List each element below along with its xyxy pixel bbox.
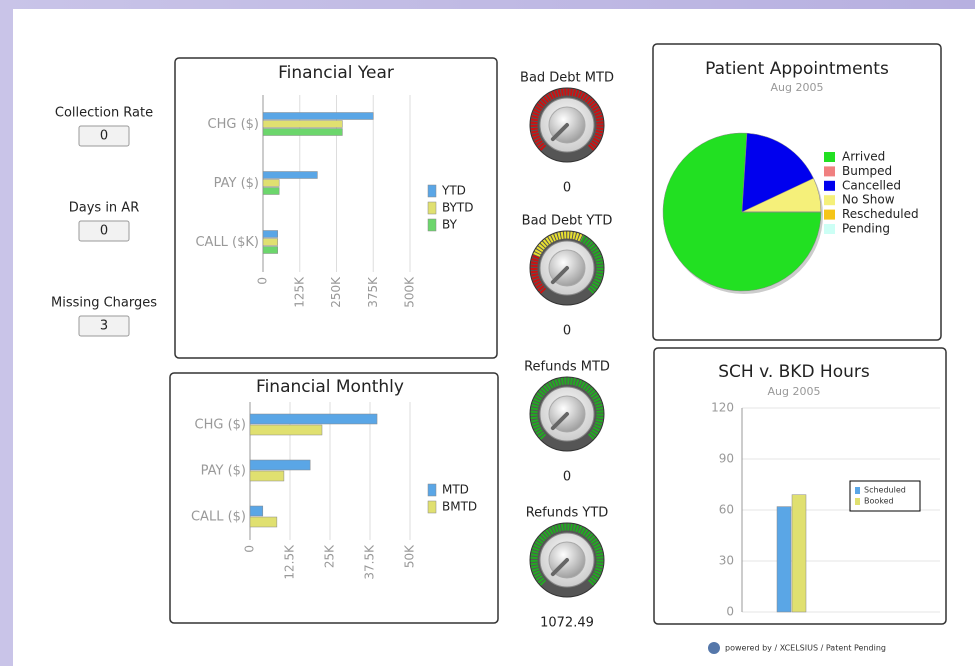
chart-title: Patient Appointments — [705, 59, 889, 79]
x-tick-label: 12.5K — [283, 544, 297, 580]
bar — [777, 507, 791, 612]
legend-label: Cancelled — [842, 178, 901, 192]
bar — [263, 113, 373, 120]
legend-swatch — [824, 166, 835, 176]
category-label: CHG ($) — [208, 117, 259, 132]
bar — [263, 247, 278, 254]
legend-label: Bumped — [842, 164, 892, 178]
y-tick-label: 60 — [719, 503, 734, 517]
bar — [263, 172, 317, 179]
legend-label: BYTD — [442, 201, 473, 215]
legend-label: Arrived — [842, 150, 885, 164]
category-label: CHG ($) — [195, 418, 246, 433]
legend-swatch — [824, 195, 835, 205]
page: {"kpis":[{"label":"Collection Rate","val… — [0, 0, 975, 666]
legend-swatch — [428, 219, 436, 231]
y-tick-label: 90 — [719, 452, 734, 466]
legend-label: BY — [442, 218, 458, 232]
legend-label: BMTD — [442, 500, 477, 514]
category-label: PAY ($) — [201, 464, 246, 479]
bar — [263, 231, 278, 238]
bar — [263, 188, 279, 195]
x-tick-label: 500K — [403, 276, 417, 308]
bar — [263, 239, 278, 246]
gauge-label: Bad Debt YTD — [522, 214, 613, 229]
gauge-value: 0 — [563, 324, 571, 339]
x-tick-label: 125K — [292, 276, 306, 308]
bar — [250, 517, 277, 527]
legend-label: Booked — [864, 497, 894, 506]
top-band — [0, 0, 975, 9]
legend-label: Scheduled — [864, 486, 906, 495]
legend-swatch — [855, 498, 860, 505]
chart-title: Financial Year — [278, 63, 394, 83]
bar — [263, 180, 279, 187]
kpi-value: 0 — [100, 129, 108, 144]
bar — [250, 506, 263, 516]
bar — [250, 425, 322, 435]
legend-label: Pending — [842, 222, 890, 236]
bar — [263, 129, 342, 136]
gauge-label: Refunds YTD — [526, 506, 609, 521]
x-tick-label: 250K — [329, 276, 343, 308]
legend-label: Rescheduled — [842, 207, 919, 221]
logo — [708, 642, 720, 654]
bar — [250, 460, 310, 470]
legend-swatch — [428, 202, 436, 214]
legend-swatch — [855, 487, 860, 494]
x-tick-label: 50K — [403, 544, 417, 568]
x-tick-label: 0 — [256, 277, 270, 285]
legend-swatch — [824, 152, 835, 162]
chart-subtitle: Aug 2005 — [771, 81, 824, 94]
legend-label: MTD — [442, 483, 469, 497]
left-band — [0, 0, 13, 666]
gauge-value: 0 — [563, 181, 571, 196]
category-label: CALL ($K) — [195, 235, 259, 250]
chart-title: SCH v. BKD Hours — [718, 362, 870, 382]
bar — [792, 495, 806, 612]
footer-text: powered by / XCELSIUS / Patent Pending — [725, 644, 886, 653]
category-label: CALL ($) — [191, 510, 246, 525]
y-tick-label: 120 — [711, 401, 734, 415]
panel — [170, 373, 498, 623]
bar — [263, 121, 342, 128]
chart-subtitle: Aug 2005 — [768, 385, 821, 398]
kpi-label: Days in AR — [69, 201, 139, 216]
gauge-value: 1072.49 — [540, 616, 594, 631]
legend-label: YTD — [441, 184, 466, 198]
kpi-value: 0 — [100, 224, 108, 239]
category-label: PAY ($) — [214, 176, 259, 191]
x-tick-label: 25K — [323, 544, 337, 568]
chart-title: Financial Monthly — [256, 377, 404, 397]
bar — [250, 471, 284, 481]
dashboard: Collection Rate 0 Days in AR 0 Missing Charg… — [0, 0, 975, 666]
x-tick-label: 37.5K — [363, 544, 377, 580]
bar — [250, 414, 377, 424]
y-tick-label: 30 — [719, 554, 734, 568]
legend-swatch — [824, 210, 835, 220]
legend-swatch — [428, 484, 436, 496]
y-tick-label: 0 — [726, 605, 734, 619]
kpi-label: Collection Rate — [55, 106, 153, 121]
x-tick-label: 0 — [243, 545, 257, 553]
gauge-label: Refunds MTD — [524, 360, 610, 375]
footer: powered by / XCELSIUS / Patent Pending — [708, 642, 886, 654]
legend-swatch — [824, 181, 835, 191]
legend-swatch — [824, 224, 835, 234]
x-tick-label: 375K — [366, 276, 380, 308]
gauge-label: Bad Debt MTD — [520, 71, 614, 86]
kpi-label: Missing Charges — [51, 296, 157, 311]
legend-swatch — [428, 185, 436, 197]
legend-swatch — [428, 501, 436, 513]
gauge-value: 0 — [563, 470, 571, 485]
kpi-value: 3 — [100, 319, 108, 334]
legend-label: No Show — [842, 193, 895, 207]
